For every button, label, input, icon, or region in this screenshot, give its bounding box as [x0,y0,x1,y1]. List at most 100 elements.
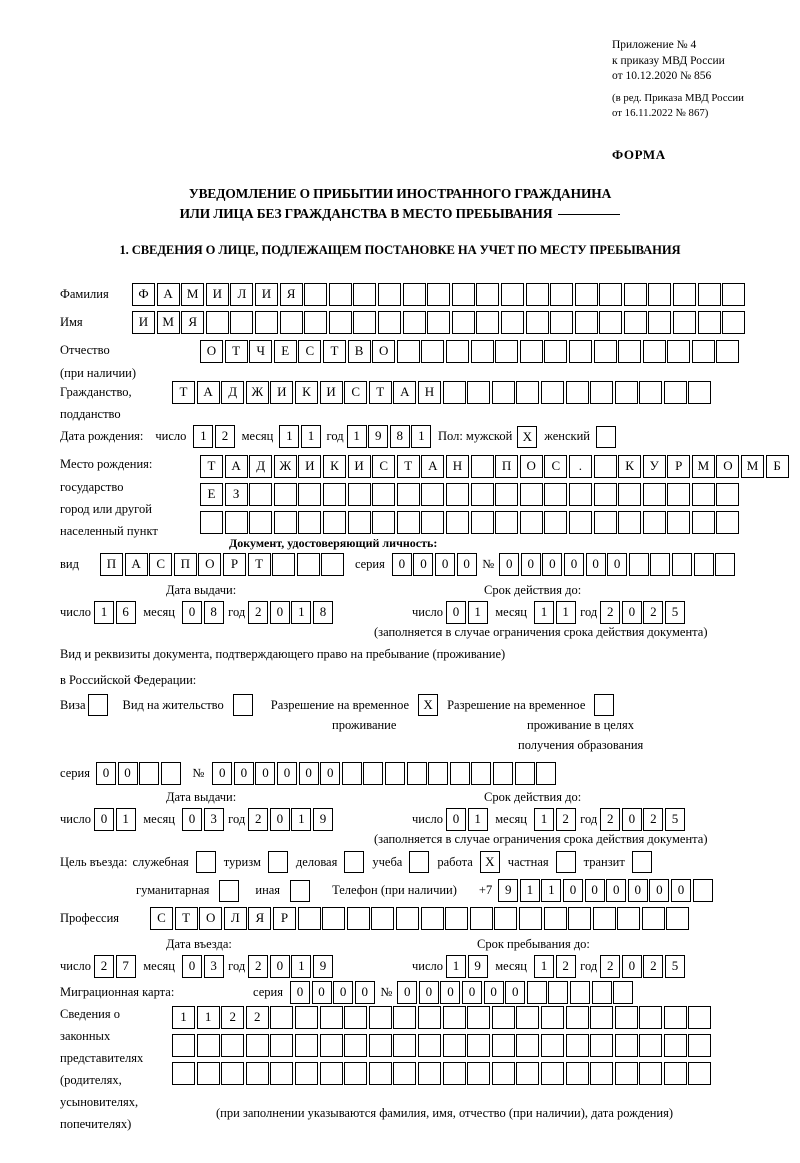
char-box[interactable] [272,553,296,576]
char-box[interactable] [565,1034,589,1057]
char-box[interactable]: И [347,455,371,478]
char-box[interactable]: О [200,340,223,363]
char-box[interactable]: 0 [649,879,670,902]
char-box[interactable]: 2 [248,955,269,978]
char-box[interactable] [393,1034,417,1057]
char-box[interactable] [467,1062,491,1085]
char-box[interactable]: 1 [291,601,312,624]
char-box[interactable] [688,1062,712,1085]
char-box[interactable]: Я [248,907,272,930]
char-box[interactable]: 0 [311,981,332,1004]
char-box[interactable] [471,762,492,785]
char-box[interactable]: 0 [584,879,605,902]
char-box[interactable] [196,1062,220,1085]
char-box[interactable] [377,283,401,306]
char-box[interactable] [673,283,697,306]
char-box[interactable] [321,553,345,576]
char-box[interactable] [536,762,557,785]
char-box[interactable] [421,511,445,534]
char-box[interactable] [663,381,687,404]
char-box[interactable] [470,455,494,478]
char-box[interactable]: 9 [313,955,334,978]
char-box[interactable] [568,483,592,506]
char-box[interactable]: А [196,381,220,404]
char-box[interactable] [371,907,395,930]
char-box[interactable] [617,907,641,930]
char-box[interactable]: З [224,483,248,506]
char-box[interactable] [196,1034,220,1057]
char-box[interactable]: 3 [203,808,224,831]
char-box[interactable]: 0 [483,981,504,1004]
char-box[interactable]: 1 [467,808,488,831]
char-box[interactable]: О [198,553,222,576]
char-box[interactable]: 0 [181,601,202,624]
char-box[interactable] [495,511,519,534]
char-box[interactable]: Р [222,553,246,576]
char-box[interactable]: К [322,455,346,478]
char-box[interactable]: 0 [233,762,254,785]
char-box[interactable] [673,311,697,334]
char-box[interactable] [642,340,666,363]
char-box[interactable] [224,511,248,534]
char-box[interactable]: К [294,381,318,404]
char-box[interactable] [139,762,160,785]
char-box[interactable]: А [156,283,180,306]
char-box[interactable] [221,1062,245,1085]
purpose-option-checkbox-служебная[interactable] [195,851,216,873]
char-box[interactable] [544,340,568,363]
char-box[interactable] [516,1034,540,1057]
sex-male-checkbox[interactable]: X [517,425,538,448]
char-box[interactable] [417,1006,441,1029]
char-box[interactable] [648,311,672,334]
char-box[interactable] [230,311,254,334]
char-box[interactable] [614,1034,638,1057]
char-box[interactable] [377,311,401,334]
char-box[interactable] [205,311,229,334]
char-box[interactable]: У [642,455,666,478]
char-box[interactable] [641,907,665,930]
char-box[interactable] [663,1034,687,1057]
char-box[interactable] [614,1006,638,1029]
char-box[interactable] [368,1062,392,1085]
char-box[interactable]: 0 [269,601,290,624]
char-box[interactable] [393,1006,417,1029]
char-box[interactable]: И [298,455,322,478]
birthplace-boxes-row3[interactable] [200,511,741,534]
char-box[interactable] [722,283,746,306]
char-box[interactable]: 2 [600,601,621,624]
char-box[interactable]: 0 [269,955,290,978]
char-box[interactable]: Н [417,381,441,404]
char-box[interactable] [273,511,297,534]
purpose-option-checkbox-частная[interactable] [555,851,576,873]
char-box[interactable] [639,1062,663,1085]
char-box[interactable]: 1 [533,808,554,831]
char-box[interactable]: Р [667,455,691,478]
char-box[interactable] [417,1062,441,1085]
char-box[interactable] [692,879,713,902]
char-box[interactable] [347,483,371,506]
char-box[interactable] [544,511,568,534]
char-box[interactable]: 2 [248,808,269,831]
char-box[interactable] [590,1062,614,1085]
char-box[interactable] [518,907,542,930]
char-box[interactable] [249,483,273,506]
char-box[interactable]: Л [223,907,247,930]
char-box[interactable] [245,1034,269,1057]
char-box[interactable]: П [100,553,123,576]
char-box[interactable] [540,381,564,404]
char-box[interactable]: Ф [132,283,155,306]
purpose-option-checkbox-деловая[interactable] [344,851,365,873]
char-box[interactable] [574,283,598,306]
char-box[interactable] [428,762,449,785]
char-box[interactable] [476,283,500,306]
char-box[interactable]: Б [765,455,789,478]
char-box[interactable]: А [224,455,248,478]
char-box[interactable]: 0 [621,808,642,831]
char-box[interactable]: 1 [411,425,432,448]
